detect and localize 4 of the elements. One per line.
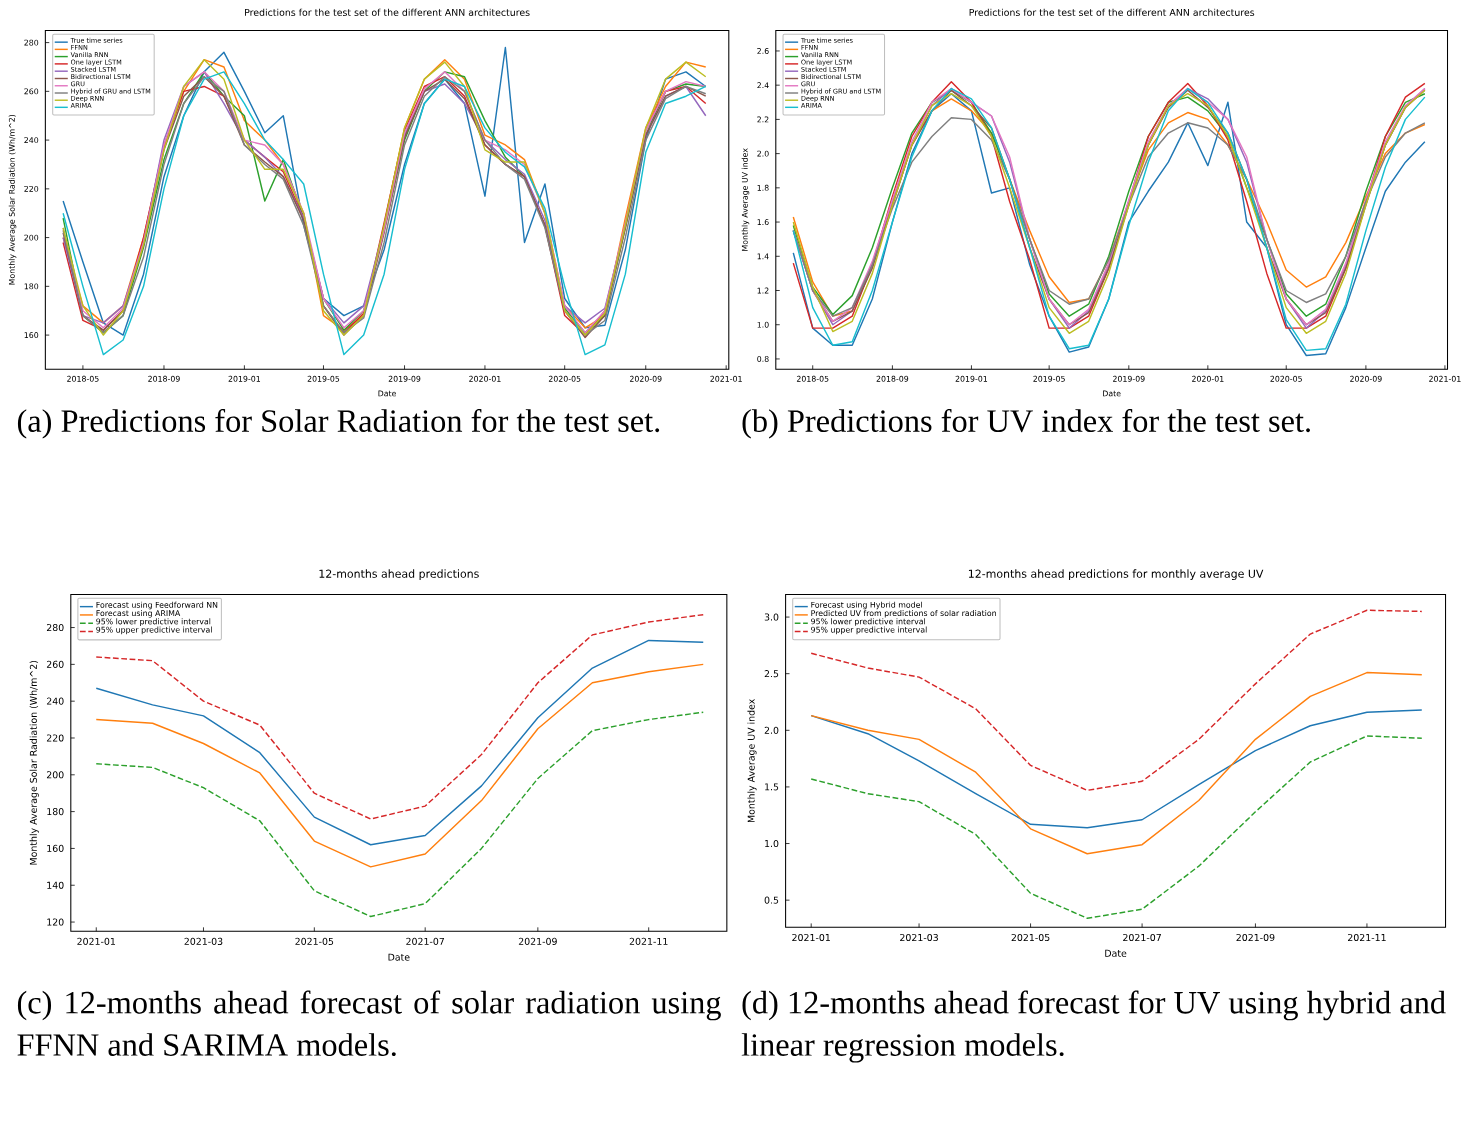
text: (d) 12-months ahead forecast for UV using hybrid and linear regression models. [741,990,1446,1063]
text: (b) Predictions for UV index for the test set. [742,408,1310,439]
text: (c) 12-months ahead forecast of solar radiation using FFNN and SARIMA models. [17,990,721,1056]
text: (a) Predictions for Solar Radiation for the test set. [17,408,660,439]
